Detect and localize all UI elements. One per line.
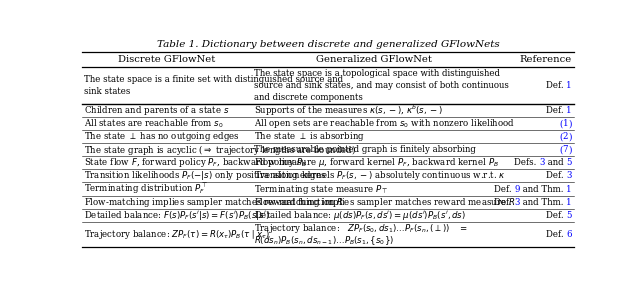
- Text: Detailed balance: $\mu(ds)P_F(s,ds') = \mu(ds')P_B(s',ds)$: Detailed balance: $\mu(ds)P_F(s,ds') = \…: [254, 209, 466, 222]
- Text: The state graph is acyclic ($\Rightarrow$ trajectory lengths are bounded): The state graph is acyclic ($\Rightarrow…: [84, 143, 356, 157]
- Text: 7: 7: [563, 145, 568, 154]
- Text: Def.: Def.: [545, 81, 566, 90]
- Text: and Thm.: and Thm.: [520, 185, 566, 194]
- Text: Table 1. Dictionary between discrete and generalized GFlowNets: Table 1. Dictionary between discrete and…: [157, 40, 499, 49]
- Text: (: (: [559, 132, 563, 141]
- Text: Detailed balance: $F(s)P_F(s'|s) = F(s')P_B(s|s')$: Detailed balance: $F(s)P_F(s'|s) = F(s')…: [84, 209, 271, 222]
- Text: Transition likelihoods $P_F(-|s)$ only positive along edges: Transition likelihoods $P_F(-|s)$ only p…: [84, 169, 327, 182]
- Text: (: (: [559, 145, 563, 154]
- Text: and Thm.: and Thm.: [520, 198, 566, 207]
- Text: Children and parents of a state $s$: Children and parents of a state $s$: [84, 104, 230, 117]
- Text: 2: 2: [563, 132, 568, 141]
- Text: 3: 3: [566, 171, 572, 180]
- Text: Trajectory balance:   $ZP_F(s_0,ds_1)\ldots P_F(s_n,(\perp))$   $=$: Trajectory balance: $ZP_F(s_0,ds_1)\ldot…: [254, 222, 467, 235]
- Text: 1: 1: [566, 106, 572, 115]
- Text: 1: 1: [566, 185, 572, 194]
- Text: 5: 5: [566, 211, 572, 220]
- Text: Def.: Def.: [545, 106, 566, 115]
- Text: The state space is a finite set with distinguished source and: The state space is a finite set with dis…: [84, 75, 344, 84]
- Text: Flow-matching implies sampler matches reward function $R$: Flow-matching implies sampler matches re…: [84, 196, 344, 209]
- Text: Generalized GFlowNet: Generalized GFlowNet: [316, 55, 432, 64]
- Text: source and sink states, and may consist of both continuous: source and sink states, and may consist …: [254, 81, 509, 90]
- Text: The state $\perp$ is absorbing: The state $\perp$ is absorbing: [254, 130, 365, 143]
- Text: Terminating state measure $P_\top$: Terminating state measure $P_\top$: [254, 183, 388, 196]
- Text: Def.: Def.: [546, 171, 566, 180]
- Text: Def.: Def.: [546, 230, 566, 239]
- Text: Def.: Def.: [546, 211, 566, 220]
- Text: The state $\perp$ has no outgoing edges: The state $\perp$ has no outgoing edges: [84, 130, 240, 143]
- Text: 6: 6: [566, 230, 572, 239]
- Text: ): ): [568, 119, 572, 128]
- Text: The measurable pointed graph is finitely absorbing: The measurable pointed graph is finitely…: [254, 145, 476, 154]
- Text: All open sets are reachable from $s_0$ with nonzero likelihood: All open sets are reachable from $s_0$ w…: [254, 117, 515, 130]
- Text: Flow-matching implies sampler matches reward measure $R$: Flow-matching implies sampler matches re…: [254, 196, 515, 209]
- Text: Defs.: Defs.: [514, 158, 540, 167]
- Text: Def.: Def.: [494, 185, 514, 194]
- Text: 3: 3: [540, 158, 545, 167]
- Text: sink states: sink states: [84, 87, 131, 96]
- Text: 5: 5: [566, 158, 572, 167]
- Text: ): ): [568, 132, 572, 141]
- Text: Trajectory balance: $ZP_F(\tau) = R(x_\tau)P_B(\tau \mid x_\tau)$: Trajectory balance: $ZP_F(\tau) = R(x_\t…: [84, 228, 271, 241]
- Text: Def.: Def.: [494, 198, 515, 207]
- Text: $R(ds_n)P_B(s_n,ds_{n-1})\ldots P_B(s_1,\{s_0\})$: $R(ds_n)P_B(s_n,ds_{n-1})\ldots P_B(s_1,…: [254, 234, 394, 247]
- Text: and: and: [545, 158, 566, 167]
- Text: Supports of the measures $\kappa(s,-)$, $\kappa^b(s,-)$: Supports of the measures $\kappa(s,-)$, …: [254, 103, 443, 118]
- Text: 1: 1: [566, 198, 572, 207]
- Text: 1: 1: [566, 81, 572, 90]
- Text: State flow $F$, forward policy $P_F$, backward policy $P_B$: State flow $F$, forward policy $P_F$, ba…: [84, 157, 308, 169]
- Text: 1: 1: [563, 119, 568, 128]
- Text: 3: 3: [515, 198, 520, 207]
- Text: ): ): [568, 145, 572, 154]
- Text: Discrete GFlowNet: Discrete GFlowNet: [118, 55, 215, 64]
- Text: 9: 9: [514, 185, 520, 194]
- Text: Reference: Reference: [520, 55, 572, 64]
- Text: Flow measure $\mu$, forward kernel $P_F$, backward kernel $P_B$: Flow measure $\mu$, forward kernel $P_F$…: [254, 157, 499, 169]
- Text: Transition kernels $P_F(s,-)$ absolutely continuous w.r.t. $\kappa$: Transition kernels $P_F(s,-)$ absolutely…: [254, 169, 506, 182]
- Text: Terminating distribution $P_F^\top$: Terminating distribution $P_F^\top$: [84, 182, 209, 196]
- Text: All states are reachable from $s_0$: All states are reachable from $s_0$: [84, 117, 224, 130]
- Text: (: (: [559, 119, 563, 128]
- Text: The state space is a topological space with distinguished: The state space is a topological space w…: [254, 69, 500, 78]
- Text: and discrete components: and discrete components: [254, 93, 363, 102]
